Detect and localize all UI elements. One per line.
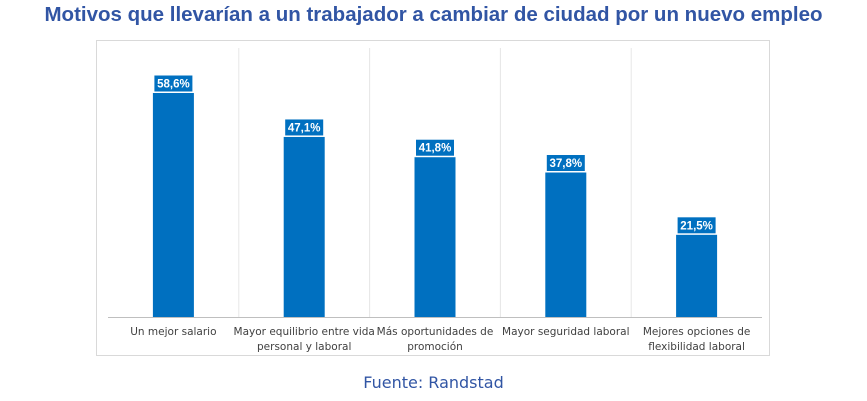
- bar-1: [152, 93, 194, 317]
- category-label-5-line-1: Mejores opciones de: [643, 326, 750, 338]
- bar-5: [676, 234, 718, 317]
- data-label-5: 21,5%: [680, 220, 713, 232]
- category-label-2-line-2: personal y laboral: [257, 341, 351, 353]
- data-label-3: 41,8%: [419, 143, 452, 155]
- category-label-3-line-1: Más oportunidades de: [377, 326, 494, 338]
- data-label-box-2: [284, 118, 325, 137]
- source-note: Fuente: Randstad: [363, 373, 504, 392]
- category-label-3-line-2: promoción: [407, 341, 463, 353]
- data-label-4: 37,8%: [549, 158, 582, 170]
- category-label-2-line-1: Mayor equilibrio entre vida: [234, 326, 375, 338]
- category-label-4: Mayor seguridad laboral: [502, 326, 629, 338]
- data-label-box-1: [153, 74, 194, 93]
- chart-title: Motivos que llevarían a un trabajador a …: [44, 3, 823, 26]
- category-label-1: Un mejor salario: [130, 326, 216, 338]
- category-label-5-line-2: flexibilidad laboral: [648, 341, 745, 353]
- data-label-1: 58,6%: [157, 79, 190, 91]
- bar-2: [283, 136, 325, 317]
- data-label-box-3: [415, 138, 455, 157]
- data-label-box-5: [676, 216, 717, 235]
- data-label-box-4: [545, 154, 586, 173]
- bar-3: [414, 157, 456, 317]
- data-label-2: 47,1%: [288, 122, 321, 134]
- bar-4: [545, 172, 587, 317]
